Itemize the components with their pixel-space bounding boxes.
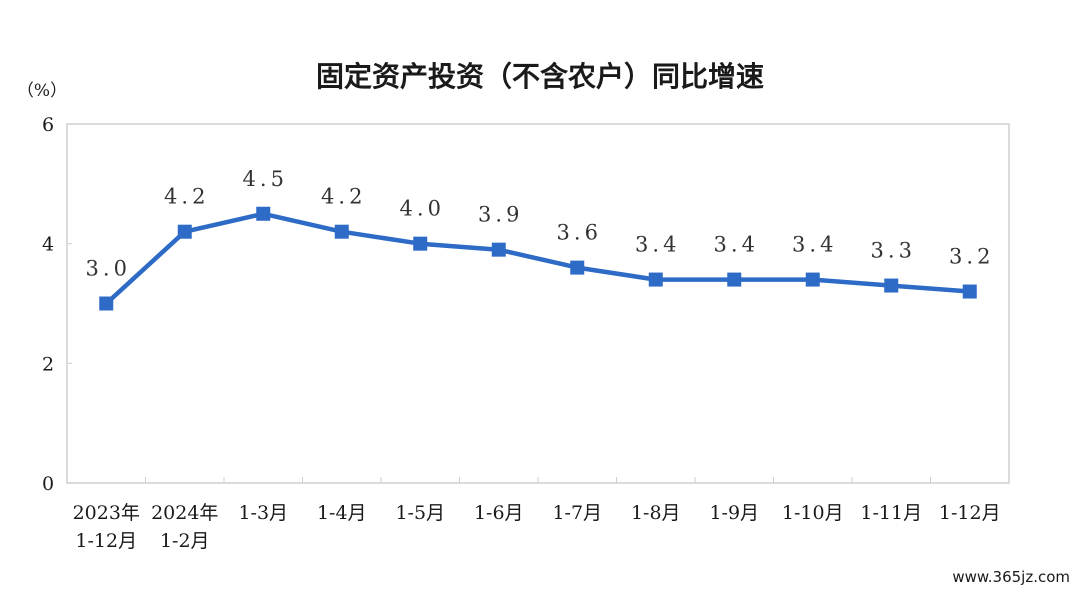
data-point-marker bbox=[99, 296, 114, 311]
data-label: 4.2 bbox=[321, 185, 366, 209]
data-point-marker bbox=[256, 206, 271, 221]
y-tick-label: 0 bbox=[42, 473, 54, 495]
y-axis: 0 2 4 6 bbox=[42, 114, 72, 495]
plot-area-frame bbox=[66, 123, 1010, 484]
series-line bbox=[104, 211, 973, 306]
x-tick-label: 1-7月 bbox=[552, 502, 602, 524]
data-point-marker bbox=[962, 284, 977, 299]
data-label: 4.5 bbox=[243, 167, 288, 191]
y-tick-label: 4 bbox=[42, 234, 54, 256]
data-point-marker bbox=[177, 224, 192, 239]
x-tick-label: 1-3月 bbox=[238, 502, 288, 524]
series-layer: 3.0 4.2 4.5 4.2 4.0 3.9 3.6 3.4 3.4 3.4 3.3 3.2 bbox=[86, 167, 994, 311]
x-axis: 2023年 1-12月 2024年 1-2月 1-3月 1-4月 1-5月 1-6月 1-7月 1… bbox=[73, 477, 1001, 552]
x-tick-label: 1-8月 bbox=[631, 502, 681, 524]
data-label: 3.3 bbox=[871, 239, 916, 263]
data-label: 4.2 bbox=[164, 185, 209, 209]
y-axis-unit-label: （%） bbox=[17, 81, 67, 101]
watermark-text: www.365jz.com bbox=[952, 568, 1070, 586]
data-point-marker bbox=[570, 260, 585, 275]
x-tick-label: 1-12月 bbox=[939, 502, 1001, 524]
x-tick-label: 1-11月 bbox=[860, 502, 922, 524]
data-label: 3.4 bbox=[792, 233, 837, 257]
data-point-marker bbox=[727, 272, 742, 287]
x-tick-label: 1-9月 bbox=[709, 502, 759, 524]
data-label: 3.6 bbox=[557, 221, 602, 245]
x-tick-label: 1-6月 bbox=[474, 502, 524, 524]
y-tick-label: 6 bbox=[42, 114, 54, 136]
data-point-marker bbox=[334, 224, 349, 239]
data-label: 3.0 bbox=[86, 257, 131, 281]
x-tick-label: 1-12月 bbox=[75, 530, 137, 552]
y-tick-label: 2 bbox=[42, 353, 54, 375]
data-label: 3.2 bbox=[949, 245, 994, 269]
x-tick-label: 1-2月 bbox=[160, 530, 210, 552]
data-point-marker bbox=[491, 242, 506, 257]
data-label: 3.9 bbox=[478, 203, 523, 227]
x-tick-label: 1-4月 bbox=[317, 502, 367, 524]
data-point-marker bbox=[648, 272, 663, 287]
chart-title: 固定资产投资（不含农户）同比增速 bbox=[316, 60, 764, 93]
x-tick-label: 2024年 bbox=[151, 502, 218, 524]
data-point-marker bbox=[805, 272, 820, 287]
data-point-marker bbox=[884, 278, 899, 293]
x-tick-label: 1-10月 bbox=[782, 502, 844, 524]
data-label: 3.4 bbox=[635, 233, 680, 257]
data-label: 4.0 bbox=[400, 197, 445, 221]
data-point-marker bbox=[413, 236, 428, 251]
x-tick-label: 2023年 bbox=[73, 502, 140, 524]
x-tick-label: 1-5月 bbox=[395, 502, 445, 524]
data-label: 3.4 bbox=[714, 233, 759, 257]
